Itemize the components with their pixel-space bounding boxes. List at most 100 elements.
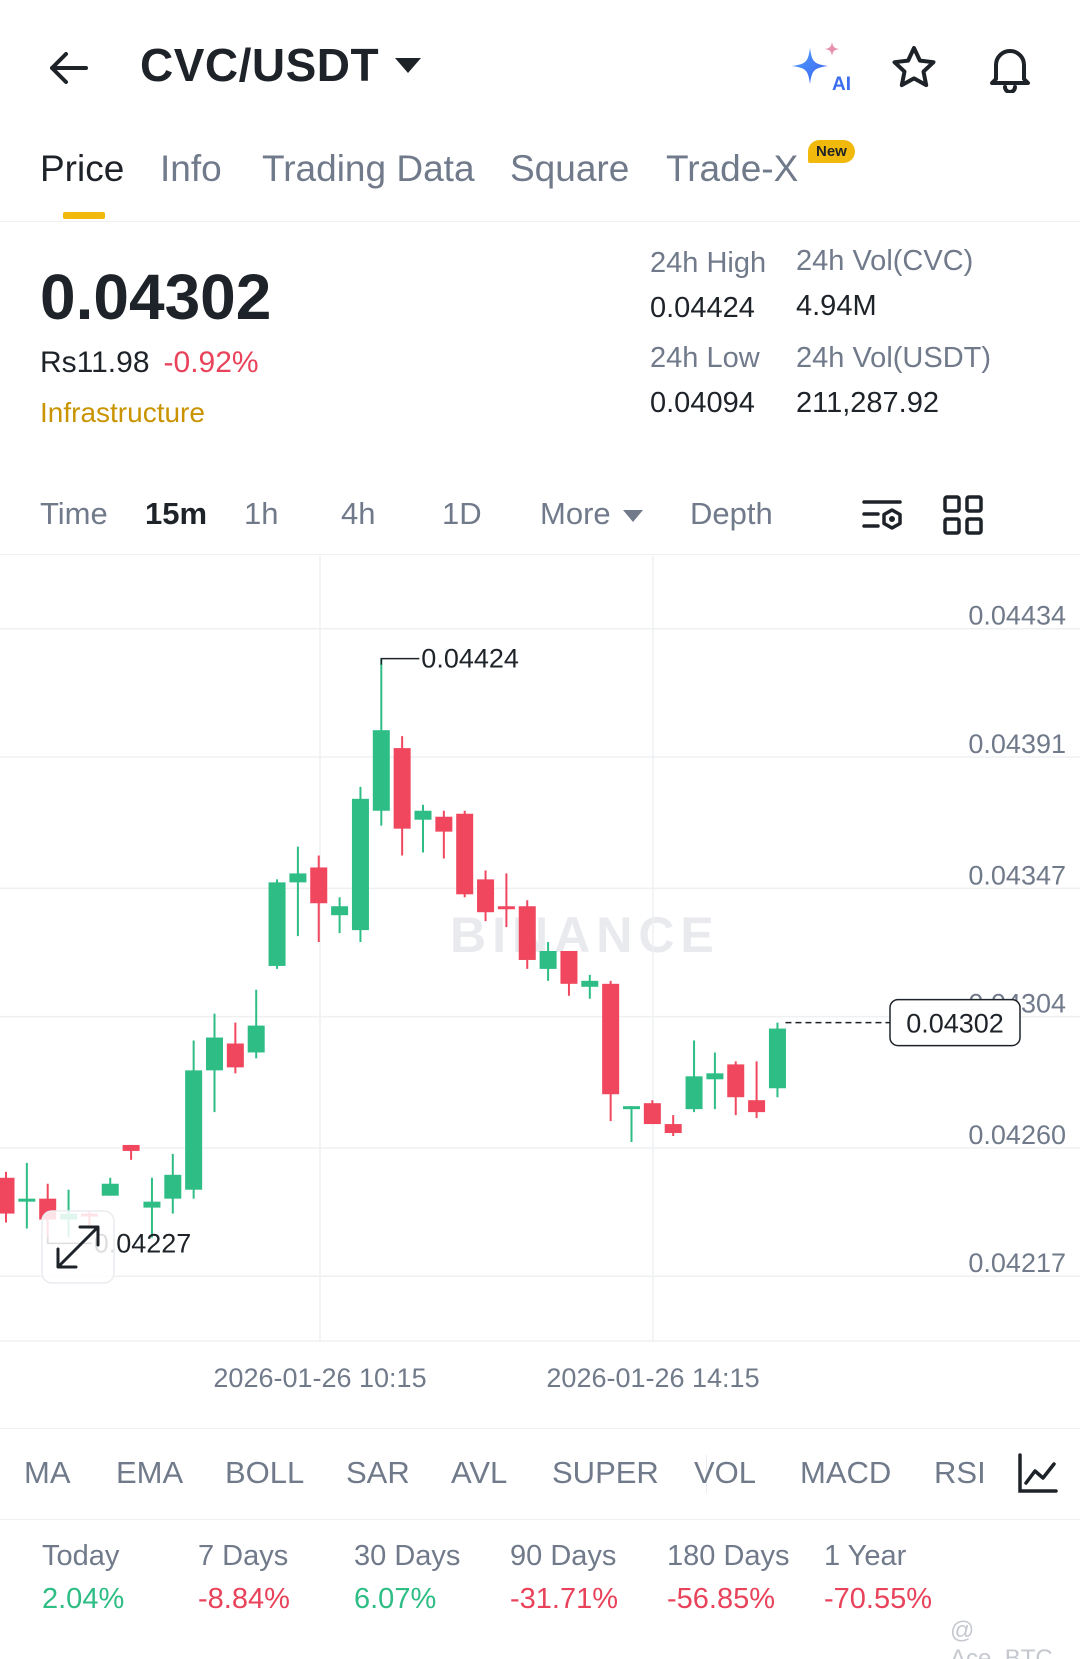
candle-body xyxy=(643,1103,661,1125)
indicator-rsi[interactable]: RSI xyxy=(934,1455,986,1490)
interval-time[interactable]: Time xyxy=(40,496,108,531)
candle-body xyxy=(351,798,369,931)
indicator-boll[interactable]: BOLL xyxy=(225,1455,305,1490)
candle-body xyxy=(477,879,495,913)
tab-price[interactable]: Price xyxy=(40,148,125,189)
candlestick-chart[interactable]: BINANCE 0.044340.043910.043470.043040.04… xyxy=(0,556,1080,1426)
perf-label: 1 Year xyxy=(824,1540,907,1572)
indicator-avl[interactable]: AVL xyxy=(451,1455,508,1490)
depth-tab[interactable]: Depth xyxy=(690,496,773,531)
interval-1h[interactable]: 1h xyxy=(244,496,279,531)
candle-body xyxy=(602,983,620,1095)
candle-body xyxy=(122,1144,140,1151)
candle-body xyxy=(185,1070,203,1190)
indicator-vol[interactable]: VOL xyxy=(694,1455,757,1490)
perf-value: 6.07% xyxy=(354,1583,437,1615)
current-price-box xyxy=(889,998,1021,1047)
indicator-ma[interactable]: MA xyxy=(24,1455,71,1490)
candle-body xyxy=(497,906,515,910)
candle-body xyxy=(143,1201,161,1208)
perf-1y: 1 Year -70.55% xyxy=(824,1540,932,1616)
indicator-divider xyxy=(706,1455,707,1493)
perf-value: -56.85% xyxy=(667,1583,776,1615)
perf-label: 30 Days xyxy=(354,1540,461,1572)
caret-down-icon xyxy=(622,509,643,522)
active-tab-indicator xyxy=(63,212,105,219)
tab-square[interactable]: Square xyxy=(510,148,630,189)
last-price: 0.04302 xyxy=(40,261,272,333)
ai-assistant-icon[interactable]: AI xyxy=(788,38,851,98)
y-tick-label: 0.04260 xyxy=(968,1120,1066,1150)
candle-body xyxy=(518,906,536,960)
tab-info[interactable]: Info xyxy=(160,148,222,189)
chart-canvas[interactable]: 0.044340.043910.043470.043040.042600.042… xyxy=(0,556,1080,1426)
y-tick-label: 0.04434 xyxy=(968,601,1066,631)
stat-value: 211,287.92 xyxy=(796,387,939,419)
indicator-ema[interactable]: EMA xyxy=(116,1455,184,1490)
candle-body xyxy=(372,730,390,811)
back-arrow-icon[interactable] xyxy=(40,40,96,96)
pair-name: CVC/USDT xyxy=(140,39,380,91)
price-change: -0.92% xyxy=(163,346,259,379)
fiat-price: Rs11.98 xyxy=(40,346,150,379)
interval-more[interactable]: More xyxy=(540,496,643,532)
candle-body xyxy=(748,1100,766,1113)
indicator-macd[interactable]: MACD xyxy=(800,1455,892,1490)
indicator-super[interactable]: SUPER xyxy=(552,1455,659,1490)
ai-label: AI xyxy=(832,74,851,95)
expand-chart-icon[interactable] xyxy=(41,1210,115,1284)
candle-body xyxy=(18,1198,36,1202)
perf-7d: 7 Days -8.84% xyxy=(198,1540,290,1616)
grid-layout-icon[interactable] xyxy=(940,492,986,538)
perf-label: 7 Days xyxy=(198,1540,289,1572)
tab-trade-x[interactable]: Trade-X xyxy=(666,148,799,189)
more-label: More xyxy=(540,496,611,531)
max-price-label: 0.04424 xyxy=(421,644,519,674)
interval-4h[interactable]: 4h xyxy=(341,496,376,531)
candle-body xyxy=(727,1064,745,1098)
tab-trading-data[interactable]: Trading Data xyxy=(262,148,475,189)
indicator-sar[interactable]: SAR xyxy=(346,1455,410,1490)
interval-15m[interactable]: 15m xyxy=(145,496,208,531)
y-tick-label: 0.04391 xyxy=(968,729,1066,759)
interval-bar: Time 15m 1h 4h 1D More Depth xyxy=(0,480,1080,555)
candle-body xyxy=(768,1028,786,1089)
candle-body xyxy=(685,1076,703,1110)
perf-label: 180 Days xyxy=(667,1540,790,1572)
perf-value: -8.84% xyxy=(198,1583,290,1615)
stat-24h-low: 24h Low 0.04094 xyxy=(650,342,760,420)
category-tag[interactable]: Infrastructure xyxy=(40,397,205,428)
stat-value: 0.04424 xyxy=(650,292,755,324)
favorite-star-icon[interactable] xyxy=(884,38,944,98)
stat-24h-high: 24h High 0.04424 xyxy=(650,247,766,325)
stat-label: 24h Vol(USDT) xyxy=(796,342,992,374)
new-badge: New xyxy=(808,140,855,163)
indicator-settings-icon[interactable] xyxy=(1014,1451,1060,1497)
perf-value: -70.55% xyxy=(824,1583,933,1615)
candle-body xyxy=(268,882,286,966)
stat-label: 24h Vol(CVC) xyxy=(796,245,974,277)
candle-body xyxy=(164,1174,182,1199)
candle-body xyxy=(206,1037,223,1071)
bell-icon[interactable] xyxy=(980,38,1040,98)
perf-label: 90 Days xyxy=(510,1540,617,1572)
perf-30d: 30 Days 6.07% xyxy=(354,1540,460,1616)
candle-body xyxy=(393,748,411,829)
stat-label: 24h Low xyxy=(650,342,760,374)
candle-body xyxy=(581,980,599,987)
perf-180d: 180 Days -56.85% xyxy=(667,1540,790,1616)
candle-body xyxy=(539,951,557,969)
candle-body xyxy=(310,867,328,904)
stat-value: 4.94M xyxy=(796,290,877,322)
page-tabs: Price Info Trading Data Square Trade-X N… xyxy=(0,140,1080,222)
chart-settings-icon[interactable] xyxy=(860,492,906,538)
pair-selector[interactable]: CVC/USDT xyxy=(140,38,422,92)
interval-1d[interactable]: 1D xyxy=(442,496,482,531)
perf-label: Today xyxy=(42,1540,120,1572)
stat-24h-vol-quote: 24h Vol(USDT) 211,287.92 xyxy=(796,342,991,420)
x-tick-label: 2026-01-26 14:15 xyxy=(546,1363,759,1393)
watermark-credit: @ Ace_BTC xyxy=(950,1617,1053,1659)
price-subline: Rs11.98 -0.92% xyxy=(40,346,259,380)
indicator-bar: MA EMA BOLL SAR AVL SUPER VOL MACD RSI xyxy=(0,1428,1080,1520)
candle-body xyxy=(623,1106,640,1110)
